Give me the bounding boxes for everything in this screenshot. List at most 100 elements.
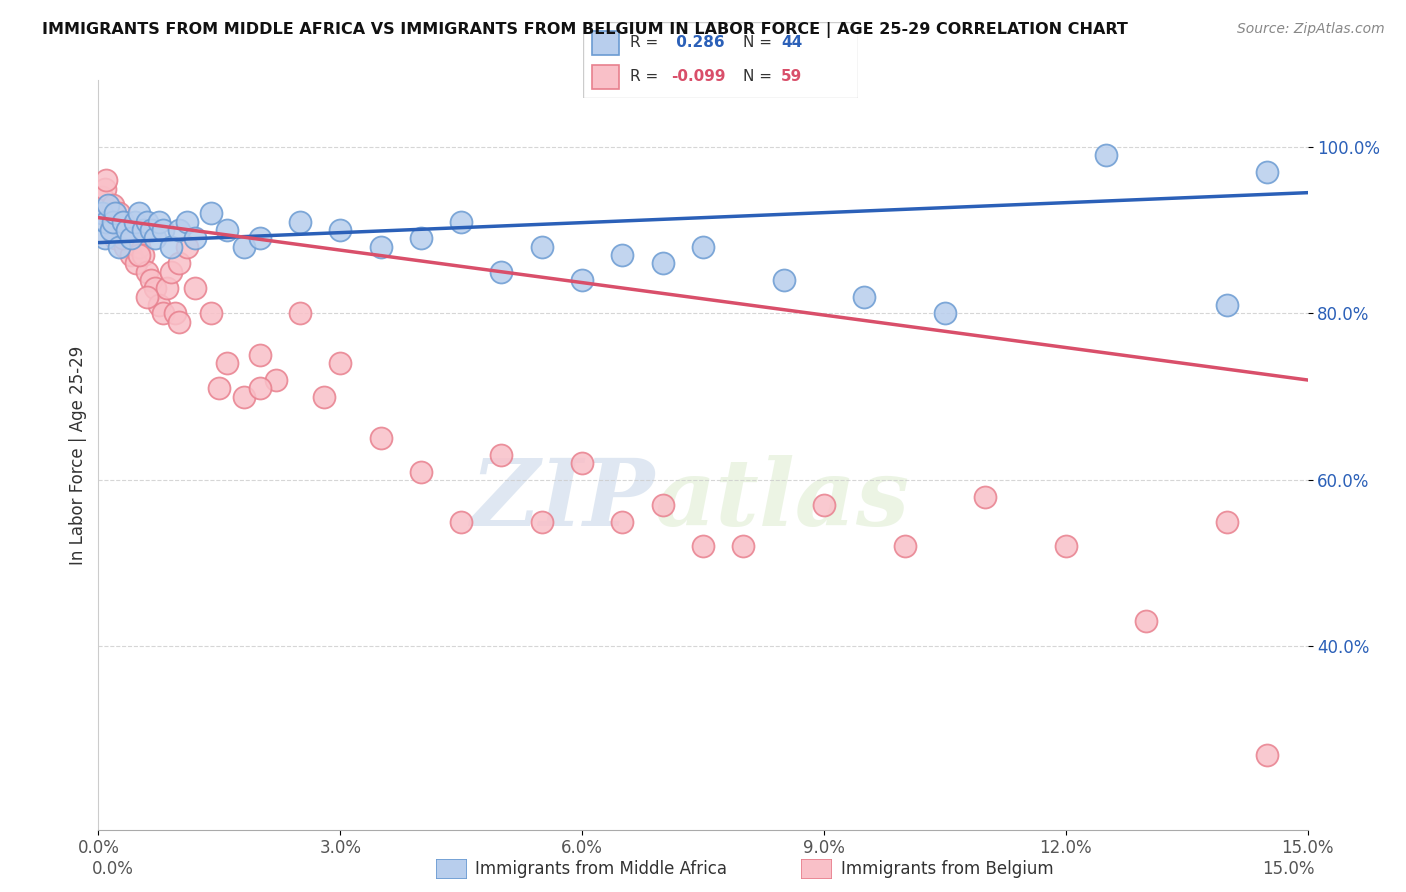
Point [167, 223, 190, 237]
Point [200, 206, 222, 220]
Point [120, 231, 142, 245]
Point [103, 231, 125, 245]
Point [148, 215, 170, 229]
Text: ZIP: ZIP [471, 455, 655, 545]
Point [1216, 515, 1239, 529]
Point [934, 306, 956, 320]
Point [692, 540, 714, 554]
Text: atlas: atlas [655, 455, 910, 545]
Point [94, 231, 117, 245]
Text: Immigrants from Middle Africa: Immigrants from Middle Africa [475, 860, 727, 878]
Point [1054, 540, 1077, 554]
FancyBboxPatch shape [801, 859, 832, 879]
Point [491, 448, 513, 462]
Point [160, 265, 183, 279]
Point [571, 273, 593, 287]
Point [450, 515, 472, 529]
Point [115, 223, 138, 237]
Point [91, 206, 114, 220]
Point [107, 240, 129, 254]
Point [103, 206, 125, 220]
Point [160, 240, 183, 254]
Point [249, 348, 271, 362]
Point [114, 240, 136, 254]
Point [143, 281, 166, 295]
Point [232, 240, 254, 254]
Point [1095, 148, 1118, 162]
Point [651, 498, 673, 512]
Point [184, 231, 207, 245]
Point [132, 248, 155, 262]
Point [97, 198, 120, 212]
Point [135, 215, 157, 229]
Point [370, 431, 392, 445]
Point [176, 240, 198, 254]
Point [96, 215, 118, 229]
Point [288, 215, 311, 229]
Point [135, 290, 157, 304]
Point [1256, 747, 1278, 762]
Point [530, 240, 553, 254]
Point [152, 223, 174, 237]
Point [264, 373, 287, 387]
Text: Source: ZipAtlas.com: Source: ZipAtlas.com [1237, 22, 1385, 37]
Text: R =: R = [630, 70, 658, 85]
Point [100, 215, 122, 229]
Point [853, 290, 876, 304]
FancyBboxPatch shape [592, 65, 619, 89]
Point [100, 223, 122, 237]
Point [111, 215, 134, 229]
Point [107, 206, 129, 220]
Point [450, 215, 472, 229]
Point [110, 223, 132, 237]
Point [135, 265, 157, 279]
Point [167, 256, 190, 270]
Point [217, 356, 239, 370]
Point [111, 215, 134, 229]
Point [167, 315, 190, 329]
Point [128, 206, 150, 220]
Point [152, 306, 174, 320]
Point [249, 231, 271, 245]
Point [692, 240, 714, 254]
Point [132, 223, 155, 237]
Text: 0.286: 0.286 [671, 36, 725, 50]
Text: R =: R = [630, 36, 658, 50]
Point [409, 231, 432, 245]
Point [128, 248, 150, 262]
Point [974, 490, 997, 504]
Point [91, 190, 114, 204]
Text: Immigrants from Belgium: Immigrants from Belgium [841, 860, 1053, 878]
Point [612, 515, 634, 529]
Y-axis label: In Labor Force | Age 25-29: In Labor Force | Age 25-29 [69, 345, 87, 565]
Point [217, 223, 239, 237]
Point [232, 390, 254, 404]
Point [288, 306, 311, 320]
Point [148, 298, 170, 312]
Point [249, 381, 271, 395]
Point [1256, 165, 1278, 179]
Point [124, 215, 146, 229]
Text: 59: 59 [780, 70, 803, 85]
Text: 0.0%: 0.0% [91, 860, 134, 878]
Point [101, 198, 124, 212]
Point [139, 273, 162, 287]
FancyBboxPatch shape [592, 30, 619, 55]
Point [111, 231, 134, 245]
Point [200, 306, 222, 320]
Point [176, 215, 198, 229]
Point [139, 223, 162, 237]
Point [612, 248, 634, 262]
Point [314, 390, 336, 404]
Text: 44: 44 [780, 36, 803, 50]
Point [772, 273, 794, 287]
Point [329, 223, 352, 237]
Text: N =: N = [742, 36, 772, 50]
Point [1135, 615, 1157, 629]
Point [893, 540, 915, 554]
Point [97, 206, 120, 220]
Point [370, 240, 392, 254]
Point [184, 281, 207, 295]
Point [156, 281, 179, 295]
Point [124, 256, 146, 270]
